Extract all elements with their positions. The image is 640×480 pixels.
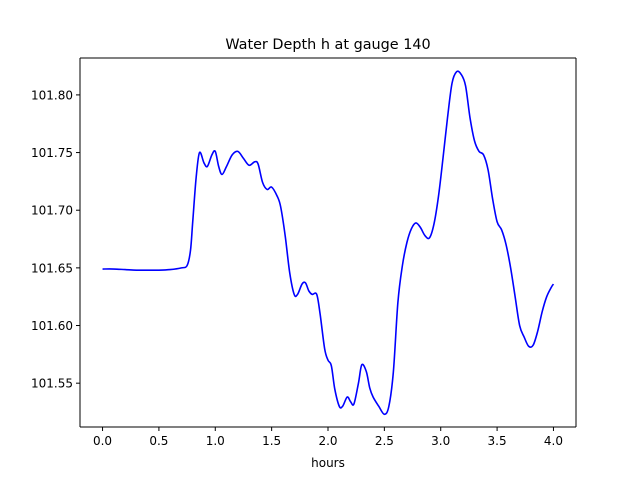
y-tick-label: 101.65 [31,261,73,275]
chart-title: Water Depth h at gauge 140 [225,37,430,53]
x-tick-label: 0.5 [149,434,168,448]
y-tick-label: 101.55 [31,377,73,391]
series-line-0 [102,70,555,416]
x-tick-label: 1.5 [262,434,281,448]
ticks-layer: 0.0 0.5 1.0 1.5 2.0 2.5 3.0 3.5 4.0 101.55 101.60 1… [31,88,563,448]
series-layer [102,70,555,416]
x-tick-label: 4.0 [544,434,563,448]
x-tick-label: 2.5 [375,434,394,448]
plot-background [80,58,576,427]
x-tick-label: 3.0 [431,434,450,448]
x-tick-label: 2.0 [318,434,337,448]
plot-area [80,58,576,427]
y-tick-label: 101.80 [31,88,73,102]
x-axis-label: hours [311,456,345,470]
x-tick-label: 3.5 [488,434,507,448]
y-tick-label: 101.60 [31,319,73,333]
x-tick-label: 1.0 [206,434,225,448]
y-tick-label: 101.70 [31,204,73,218]
x-tick-label: 0.0 [93,434,112,448]
y-tick-label: 101.75 [31,146,73,160]
